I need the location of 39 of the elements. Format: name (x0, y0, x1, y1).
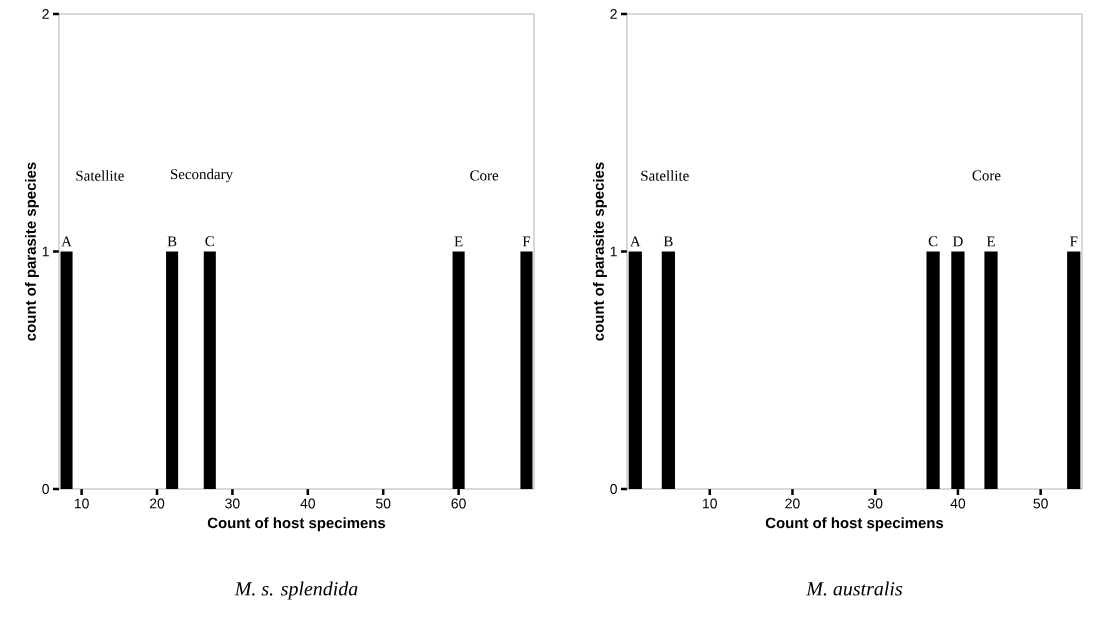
x-tick-label: 50 (376, 498, 391, 509)
y-axis-title: count of parasite species (24, 162, 39, 341)
x-tick-label: 10 (703, 498, 717, 509)
x-axis-title: Count of host specimens (207, 517, 386, 532)
x-tick-label: 20 (149, 498, 165, 509)
x-tick-label: 30 (225, 498, 240, 509)
annotation: Core (470, 170, 499, 181)
y-axis-title: count of parasite species (592, 162, 607, 341)
annotation: E (454, 236, 463, 247)
annotation: F (1070, 236, 1078, 247)
annotation: F (522, 236, 531, 247)
y-tick-label: 2 (610, 9, 617, 19)
annotation: A (61, 236, 72, 247)
annotation: E (986, 236, 995, 247)
x-axis-title: Count of host specimens (765, 517, 944, 532)
x-tick-label: 40 (300, 498, 316, 509)
annotation: Secondary (170, 168, 233, 183)
annotation: Satellite (76, 170, 124, 181)
y-tick-label: 1 (610, 246, 617, 257)
annotation: A (630, 236, 641, 247)
y-tick-label: 0 (610, 484, 617, 494)
annotation: D (952, 236, 963, 247)
y-tick-label: 2 (42, 9, 49, 19)
annotation: B (663, 236, 673, 247)
x-tick-label: 30 (867, 498, 883, 509)
x-tick-label: 20 (785, 498, 800, 509)
annotation: C (928, 236, 938, 247)
annotation: B (167, 236, 177, 247)
x-tick-label: 40 (950, 498, 966, 509)
text: M. s. splendida (234, 581, 358, 600)
text: M. australis (806, 581, 903, 596)
y-tick-label: 1 (42, 246, 49, 257)
x-tick-label: 50 (1033, 498, 1048, 509)
annotation: Core (972, 170, 1001, 181)
annotation: C (205, 236, 214, 247)
annotation: Satellite (641, 170, 689, 181)
x-tick-label: 60 (451, 498, 466, 509)
y-tick-label: 0 (42, 484, 49, 494)
x-tick-label: 10 (74, 498, 89, 509)
